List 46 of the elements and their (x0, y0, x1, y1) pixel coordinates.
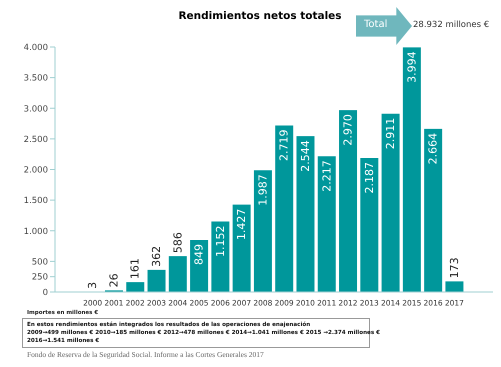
y-tick-label: 1.500 (24, 196, 48, 206)
data-label: 1.427 (235, 208, 248, 240)
bar (360, 158, 378, 292)
bar (148, 270, 166, 292)
data-label: 2.719 (278, 129, 291, 161)
text: Total (364, 19, 388, 30)
bar (382, 114, 400, 292)
y-tick-label: 250 (32, 272, 48, 283)
y-tick-label: 4.000 (24, 43, 48, 54)
bar (168, 256, 187, 292)
bar (339, 110, 358, 292)
data-label: 2.664 (426, 132, 440, 164)
data-label: 2.187 (362, 162, 376, 194)
y-tick-label: 3.000 (24, 104, 48, 114)
bar (318, 156, 336, 292)
data-label: 1.152 (214, 225, 227, 257)
data-label: 362 (150, 246, 164, 267)
data-label: 586 (171, 232, 184, 254)
data-label: 161 (128, 258, 142, 280)
bar (275, 125, 294, 292)
bar (254, 170, 272, 292)
data-label: 3 (86, 282, 100, 289)
y-tick-label: 3.500 (24, 74, 48, 84)
y-tick-label: 2.000 (24, 166, 48, 176)
y-tick-label: 2.500 (24, 134, 48, 145)
data-label: 2.217 (320, 160, 334, 192)
data-label: 1.987 (256, 174, 270, 206)
data-label: 2.544 (298, 140, 312, 172)
bar (211, 221, 230, 292)
data-label: 2.911 (384, 118, 398, 150)
chart-title: Rendimientos netos totales (178, 10, 342, 22)
bar (402, 47, 421, 292)
y-tick-label: 0 (42, 288, 48, 298)
data-label: 849 (192, 244, 206, 265)
text: 28.932 millones € (413, 20, 490, 30)
y-tick-label: 500 (32, 257, 48, 268)
data-label: 2.970 (342, 114, 355, 146)
bar (445, 281, 464, 292)
bar (424, 128, 442, 292)
data-label: 173 (448, 257, 461, 278)
bar (126, 282, 144, 292)
data-label: 3.994 (405, 51, 418, 83)
bar (232, 204, 251, 292)
data-label: 26 (107, 273, 120, 288)
y-tick-label: 1.000 (24, 226, 48, 237)
bar (296, 136, 314, 292)
